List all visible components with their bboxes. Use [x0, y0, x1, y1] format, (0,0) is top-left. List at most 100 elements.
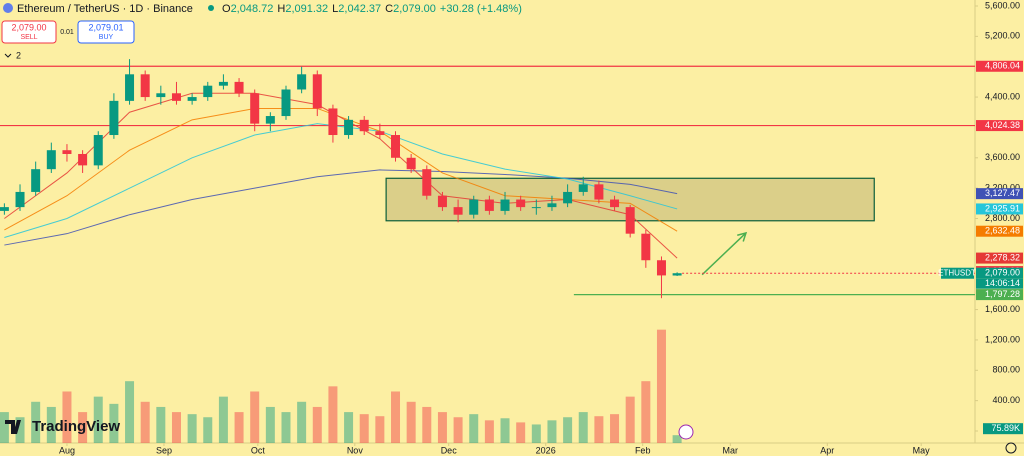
candle-body [500, 199, 510, 211]
candle-body [625, 207, 635, 234]
x-tick-label: Apr [820, 445, 834, 455]
y-tick-label: 5,600.00 [985, 0, 1020, 10]
volume-bar [610, 414, 620, 443]
candle-body [187, 97, 197, 101]
volume-bar [344, 412, 354, 443]
candle-body [547, 203, 557, 208]
volume-bar [437, 412, 447, 443]
candle-body [344, 119, 354, 136]
candle-body [610, 199, 620, 208]
market-status [208, 5, 214, 11]
y-tick-label: 800.00 [992, 365, 1020, 375]
buy-price[interactable]: 2,079.01 [88, 22, 123, 32]
candle-body [234, 81, 244, 94]
volume-bar [578, 412, 588, 443]
ohlc-label: H [277, 3, 285, 15]
countdown-bg [976, 278, 1023, 289]
x-tick-label: Sep [156, 445, 172, 455]
volume-bar [15, 417, 25, 443]
candle-body [109, 100, 119, 136]
change: +30.28 (+1.48%) [440, 3, 522, 15]
moving-average [4, 92, 678, 259]
sell-price[interactable]: 2,079.00 [11, 22, 46, 32]
x-tick-label: Nov [347, 445, 364, 455]
last-price-label-bg [976, 267, 1023, 279]
candle-body [203, 85, 213, 98]
volume-bar [187, 414, 197, 443]
candle-body [516, 199, 526, 208]
candle-body [297, 74, 307, 90]
symbol-title: Ethereum / TetherUS · 1D · Binance [17, 3, 193, 15]
level-label-bg [976, 60, 1023, 72]
chevron[interactable] [4, 53, 12, 58]
candle-body [265, 116, 275, 124]
volume-bar [0, 412, 9, 443]
x-tick-label: Aug [59, 445, 75, 455]
volume-bar [218, 396, 228, 443]
logo-mark [5, 420, 21, 434]
candle-body [171, 93, 181, 101]
candle-body [250, 93, 260, 124]
ohlc-value: 2,091.32 [285, 3, 328, 15]
volume-bar [93, 396, 103, 443]
volume-bar [140, 401, 150, 443]
candle-body [656, 260, 666, 276]
candle-body [156, 93, 166, 98]
candle-body [281, 89, 291, 117]
candle-body [437, 195, 447, 208]
volume-bar [297, 401, 307, 443]
y-tick-label: 1,200.00 [985, 334, 1020, 344]
ohlc-label: C [385, 3, 393, 15]
volume-bar [406, 401, 416, 443]
ma-label: 2,278.32 [985, 252, 1020, 262]
volume-bar [594, 416, 604, 443]
candle-body [422, 169, 432, 196]
buy-label[interactable]: BUY [99, 34, 114, 41]
candle-body [359, 119, 369, 132]
candle-body [78, 153, 88, 166]
plot-area [0, 59, 975, 299]
candle-body [469, 199, 479, 215]
candle-body [312, 74, 322, 109]
volume-bar [453, 417, 463, 443]
volume-bar [265, 406, 275, 443]
x-tick-label: Oct [251, 445, 266, 455]
candle-body [328, 108, 338, 136]
y-tick-label: 1,600.00 [985, 304, 1020, 314]
ma-label: 3,127.47 [985, 188, 1020, 198]
last-price-label: 2,079.00 [985, 268, 1020, 278]
ma-label-bg [976, 203, 1023, 215]
countdown: 14:06:14 [985, 278, 1020, 288]
volume-bar [328, 386, 338, 443]
volume-bar [156, 406, 166, 443]
volume-bar [500, 418, 510, 443]
settings[interactable] [1005, 442, 1017, 454]
x-tick-label: Mar [723, 445, 739, 455]
buy-button[interactable] [77, 20, 135, 44]
ma-label-bg [976, 188, 1023, 200]
axes: 5,600.00 5,200.00 4,400.00 3,600.00 3,200.00… [59, 0, 1023, 455]
sell-label[interactable]: SELL [20, 34, 37, 41]
ma-label-bg [976, 252, 1023, 264]
y-tick-label: 4,400.00 [985, 91, 1020, 101]
ma-label-bg [976, 225, 1023, 237]
event-icon[interactable] [678, 424, 694, 440]
ohlc-value: 2,048.72 [231, 3, 274, 15]
indicator-count[interactable]: 2 [16, 50, 21, 60]
ohlc-value: 2,042.37 [338, 3, 381, 15]
volume-bar [422, 406, 432, 443]
volume-bar [516, 422, 526, 443]
y-tick-label: 3,200.00 [985, 183, 1020, 193]
sell-button[interactable] [1, 20, 57, 44]
symbol-tag: ETHUSDT [938, 268, 976, 277]
volume-pane [0, 329, 682, 443]
volume-bar [31, 401, 41, 443]
volume-bar [547, 420, 557, 443]
y-tick-label: 400.00 [992, 395, 1020, 405]
volume-bar [641, 381, 651, 443]
x-tick-label: Feb [635, 445, 651, 455]
candle-body [578, 184, 588, 192]
candle-body [594, 184, 604, 200]
volume-bar [359, 414, 369, 443]
